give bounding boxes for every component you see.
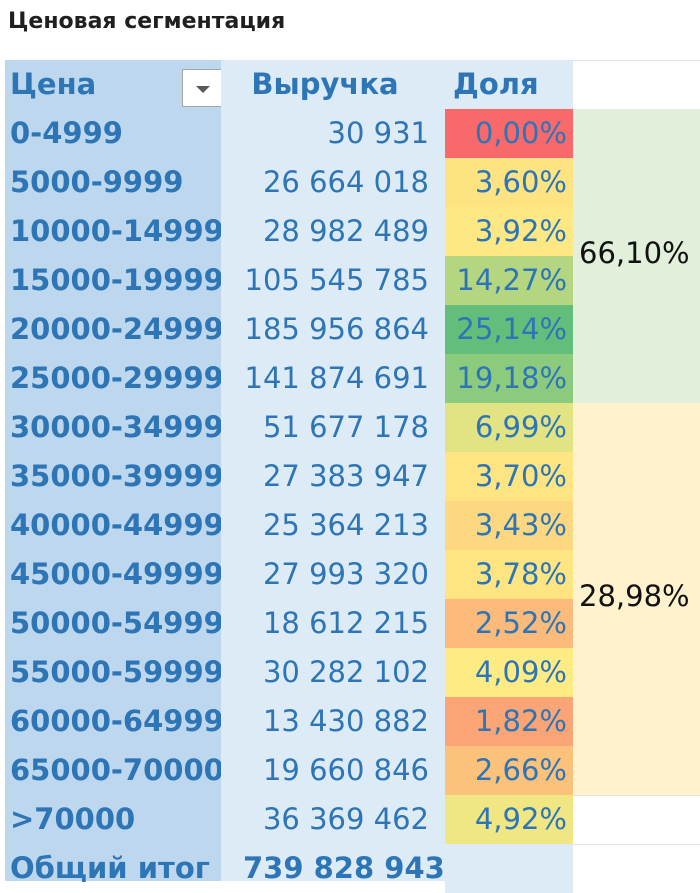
chevron-down-icon <box>196 86 210 93</box>
row-price: 65000-70000 <box>10 753 224 787</box>
row-share: 1,82% <box>445 697 573 746</box>
total-label: Общий итог <box>10 851 210 885</box>
row-share: 3,60% <box>445 158 573 207</box>
row-share: 4,92% <box>445 795 573 844</box>
row-revenue: 25 364 213 <box>262 508 429 542</box>
group-column: 66,10% 28,98% <box>573 60 700 881</box>
group-share-label: 66,10% <box>579 236 690 270</box>
revenue-column: Выручка 30 931 26 664 018 28 982 489 105 545… <box>221 60 445 885</box>
row-revenue: 28 982 489 <box>262 214 429 248</box>
row-revenue: 13 430 882 <box>262 704 429 738</box>
total-share-empty <box>445 844 573 893</box>
row-share: 3,70% <box>445 452 573 501</box>
price-header[interactable]: Цена <box>10 67 97 101</box>
revenue-header: Выручка <box>251 67 399 101</box>
row-revenue: 26 664 018 <box>262 165 429 199</box>
price-column: Цена 0-4999 5000-9999 10000-14999 15000-1999… <box>5 60 224 885</box>
row-price: 60000-64999 <box>10 704 224 738</box>
row-revenue: 18 612 215 <box>262 606 429 640</box>
row-share: 3,92% <box>445 207 573 256</box>
row-revenue: 185 956 864 <box>244 312 430 346</box>
row-price: 40000-44999 <box>10 508 224 542</box>
row-revenue: 141 874 691 <box>244 361 430 395</box>
row-share: 19,18% <box>445 354 573 403</box>
row-revenue: 30 931 <box>327 116 429 150</box>
group-share-label: 28,98% <box>579 579 690 613</box>
row-revenue: 51 677 178 <box>262 410 429 444</box>
row-price: 20000-24999 <box>10 312 224 346</box>
row-revenue: 105 545 785 <box>244 263 430 297</box>
grid-line <box>573 795 700 796</box>
row-price: 55000-59999 <box>10 655 224 689</box>
row-revenue: 27 383 947 <box>262 459 429 493</box>
row-price: 10000-14999 <box>10 214 224 248</box>
row-price: 35000-39999 <box>10 459 224 493</box>
grid-line <box>573 60 700 61</box>
row-price: 30000-34999 <box>10 410 224 444</box>
row-share: 3,43% <box>445 501 573 550</box>
row-revenue: 36 369 462 <box>262 802 429 836</box>
row-share: 2,52% <box>445 599 573 648</box>
row-share: 4,09% <box>445 648 573 697</box>
row-price: 5000-9999 <box>10 165 184 199</box>
row-price: 45000-49999 <box>10 557 224 591</box>
grid-line <box>573 844 700 845</box>
row-price: >70000 <box>10 802 136 836</box>
row-share: 3,78% <box>445 550 573 599</box>
group-share-block: 66,10% <box>573 109 700 403</box>
row-price: 50000-54999 <box>10 606 224 640</box>
row-share: 14,27% <box>445 256 573 305</box>
group-share-block: 28,98% <box>573 403 700 795</box>
row-share: 25,14% <box>445 305 573 354</box>
pivot-table: Цена 0-4999 5000-9999 10000-14999 15000-1999… <box>5 60 700 893</box>
row-revenue: 19 660 846 <box>262 753 429 787</box>
share-column: Доля 0,00% 3,60% 3,92% 14,27% 25,14% 19,18% 6,9… <box>445 60 573 893</box>
page-title: Ценовая сегментация <box>8 9 286 34</box>
row-share: 6,99% <box>445 403 573 452</box>
row-price: 25000-29999 <box>10 361 224 395</box>
row-share: 2,66% <box>445 746 573 795</box>
row-revenue: 27 993 320 <box>262 557 429 591</box>
row-share: 0,00% <box>445 109 573 158</box>
share-header: Доля <box>445 60 573 109</box>
filter-dropdown-button[interactable] <box>182 69 222 107</box>
row-price: 0-4999 <box>10 116 123 150</box>
total-revenue: 739 828 943 <box>243 851 445 885</box>
row-price: 15000-19999 <box>10 263 224 297</box>
row-revenue: 30 282 102 <box>262 655 429 689</box>
